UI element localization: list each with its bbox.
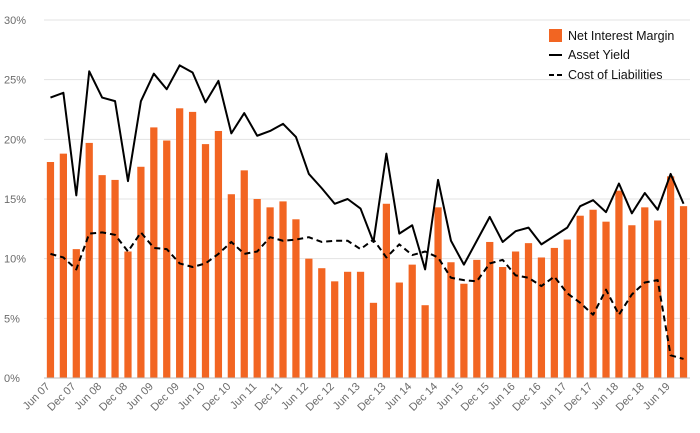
bar bbox=[59, 153, 67, 378]
bar bbox=[447, 262, 455, 378]
legend-swatch-net-interest-margin bbox=[549, 29, 562, 42]
bar bbox=[279, 201, 287, 378]
legend: Net Interest Margin Asset Yield Cost of … bbox=[549, 29, 674, 82]
bar bbox=[641, 207, 649, 378]
x-tick-label: Jun 19 bbox=[641, 381, 673, 413]
bar bbox=[434, 207, 442, 378]
bar bbox=[292, 219, 300, 378]
bar bbox=[563, 239, 571, 378]
legend-label-asset-yield: Asset Yield bbox=[568, 48, 630, 62]
bars bbox=[46, 108, 688, 379]
legend-label-net-interest-margin: Net Interest Margin bbox=[568, 29, 674, 43]
bar bbox=[318, 268, 326, 378]
bar bbox=[111, 179, 119, 378]
bar bbox=[499, 267, 507, 378]
lines bbox=[50, 64, 685, 360]
bar bbox=[188, 111, 197, 378]
bar bbox=[602, 221, 610, 378]
x-tick-label: Dec 17 bbox=[562, 381, 595, 414]
bar bbox=[98, 175, 106, 378]
bar bbox=[576, 215, 584, 378]
bar bbox=[72, 249, 80, 378]
x-tick-label: Dec 10 bbox=[200, 381, 233, 414]
bar bbox=[356, 271, 365, 378]
bar bbox=[150, 127, 158, 379]
bar bbox=[344, 271, 352, 378]
bar bbox=[305, 258, 313, 378]
bar bbox=[163, 140, 171, 378]
bar bbox=[176, 108, 184, 378]
x-tick-label: Dec 14 bbox=[407, 381, 440, 414]
y-tick-label: 30% bbox=[4, 15, 26, 27]
bar bbox=[227, 194, 235, 378]
bar bbox=[473, 259, 481, 378]
x-tick-label: Dec 07 bbox=[45, 381, 78, 414]
cost-of-liabilities-line bbox=[50, 231, 684, 360]
x-tick-label: Dec 15 bbox=[459, 381, 492, 414]
bar bbox=[589, 209, 597, 378]
y-tick-label: 25% bbox=[4, 75, 26, 87]
bar bbox=[266, 207, 274, 378]
x-tick-label: Dec 08 bbox=[97, 381, 130, 414]
y-tick-label: 0% bbox=[4, 373, 20, 385]
x-tick-label: Dec 13 bbox=[355, 381, 388, 414]
x-tick-label: Dec 11 bbox=[253, 381, 286, 414]
bar bbox=[253, 199, 261, 378]
bar bbox=[679, 206, 688, 378]
x-tick-label: Dec 16 bbox=[510, 381, 543, 414]
bar bbox=[408, 264, 416, 378]
bar bbox=[331, 281, 339, 378]
bar bbox=[654, 220, 662, 378]
bar bbox=[460, 283, 468, 378]
bar bbox=[524, 243, 533, 378]
asset-yield-line bbox=[50, 64, 685, 271]
x-tick-label: Dec 09 bbox=[149, 381, 182, 414]
bar bbox=[85, 142, 93, 378]
y-tick-labels: 0% 5% 10% 15% 20% 25% 30% bbox=[4, 15, 26, 385]
legend-label-cost-of-liabilities: Cost of Liabilities bbox=[568, 68, 663, 82]
bar bbox=[46, 162, 55, 378]
y-tick-label: 5% bbox=[4, 313, 20, 325]
bar bbox=[201, 144, 210, 378]
bar bbox=[628, 225, 636, 378]
bar bbox=[511, 251, 520, 378]
bar bbox=[667, 176, 675, 378]
y-tick-label: 15% bbox=[4, 194, 26, 206]
y-tick-label: 20% bbox=[4, 134, 26, 146]
x-tick-label: Dec 12 bbox=[304, 381, 337, 414]
bar bbox=[240, 170, 248, 378]
bar bbox=[369, 302, 378, 378]
bar bbox=[382, 203, 390, 378]
y-tick-label: 10% bbox=[4, 254, 26, 266]
bar bbox=[124, 251, 132, 378]
bar bbox=[486, 241, 494, 378]
bar bbox=[395, 282, 403, 378]
x-tick-label: Dec 18 bbox=[614, 381, 647, 414]
bar bbox=[615, 190, 623, 378]
bar bbox=[537, 257, 546, 378]
bar bbox=[137, 166, 145, 378]
bar bbox=[421, 305, 429, 378]
bar bbox=[550, 247, 558, 378]
